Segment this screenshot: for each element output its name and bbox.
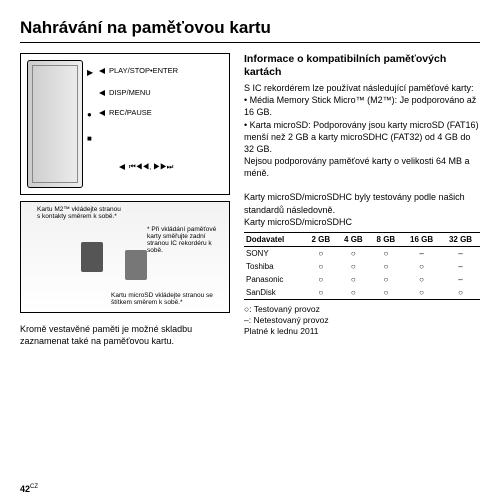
label-play-stop: PLAY/STOP•ENTER: [109, 66, 178, 75]
no-support-text: Nejsou podporovány paměťové karty o veli…: [244, 156, 470, 178]
table-row: Toshiba○○○○–: [244, 260, 480, 273]
pointer-icon: [99, 68, 105, 74]
table-cell: SanDisk: [244, 286, 305, 300]
table-row: SONY○○○––: [244, 246, 480, 260]
legend-tested: ○: Testovaný provoz: [244, 304, 320, 314]
table-cell: ○: [370, 246, 403, 260]
label-seek: ⏮◀◀, ▶▶⏭: [129, 162, 173, 172]
legend-date: Platné k lednu 2011: [244, 326, 319, 336]
table-cell: ○: [370, 260, 403, 273]
table-cell: ○: [370, 273, 403, 286]
table-row: SanDisk○○○○○: [244, 286, 480, 300]
title-rule: [20, 42, 480, 43]
table-header: Dodavatel: [244, 232, 305, 246]
button-diagram: ▶ PLAY/STOP•ENTER DISP/MENU ● REC/PAUSE …: [20, 53, 230, 195]
bullet-2: Karta microSD: Podporovány jsou karty mi…: [244, 120, 479, 154]
table-cell: SONY: [244, 246, 305, 260]
table-row: Panasonic○○○○–: [244, 273, 480, 286]
table-cell: ○: [402, 260, 441, 273]
bullet-1: Média Memory Stick Micro™ (M2™): Je podp…: [244, 95, 476, 117]
table-cell: ○: [305, 273, 338, 286]
table-cell: ○: [337, 273, 370, 286]
callout-m2: Kartu M2™ vkládejte stranou s kontakty s…: [37, 206, 122, 220]
table-header: 4 GB: [337, 232, 370, 246]
table-cell: ○: [402, 286, 441, 300]
table-cell: Panasonic: [244, 273, 305, 286]
table-header: 32 GB: [441, 232, 480, 246]
table-cell: ○: [370, 286, 403, 300]
pointer-icon: [99, 110, 105, 116]
stop-symbol: ■: [87, 134, 92, 143]
page-title: Nahrávání na paměťovou kartu: [20, 18, 480, 38]
table-header: 8 GB: [370, 232, 403, 246]
table-cell: ○: [305, 286, 338, 300]
table-header: 16 GB: [402, 232, 441, 246]
callout-microsd: Kartu microSD vkládejte stranou se štítk…: [111, 292, 226, 306]
label-disp-menu: DISP/MENU: [109, 88, 151, 97]
table-cell: –: [441, 260, 480, 273]
table-cell: –: [402, 246, 441, 260]
tested-text-2: Karty microSD/microSDHC: [244, 217, 352, 227]
device-outline: [27, 60, 83, 188]
table-cell: Toshiba: [244, 260, 305, 273]
pointer-icon: [99, 90, 105, 96]
tested-text-1: Karty microSD/microSDHC byly testovány p…: [244, 192, 465, 214]
compatibility-table: Dodavatel2 GB4 GB8 GB16 GB32 GB SONY○○○–…: [244, 232, 480, 300]
table-cell: ○: [305, 246, 338, 260]
callout-note: * Při vkládání paměťové karty směřujte z…: [147, 226, 225, 255]
table-cell: ○: [441, 286, 480, 300]
rec-symbol: ●: [87, 110, 92, 119]
table-header: 2 GB: [305, 232, 338, 246]
microsd-card-icon: [125, 250, 147, 280]
intro-text: S IC rekordérem lze používat následující…: [244, 83, 473, 93]
page-number: 42CZ: [20, 484, 38, 494]
table-cell: ○: [337, 246, 370, 260]
table-cell: ○: [402, 273, 441, 286]
table-cell: –: [441, 246, 480, 260]
m2-card-icon: [81, 242, 103, 272]
table-cell: –: [441, 273, 480, 286]
left-paragraph: Kromě vestavěné paměti je možné skladbu …: [20, 323, 230, 347]
label-rec-pause: REC/PAUSE: [109, 108, 152, 117]
card-diagram: Kartu M2™ vkládejte stranou s kontakty s…: [20, 201, 230, 313]
table-cell: ○: [305, 260, 338, 273]
play-symbol: ▶: [87, 68, 93, 77]
section-subhead: Informace o kompatibilních paměťových ka…: [244, 53, 480, 78]
table-cell: ○: [337, 260, 370, 273]
legend-untested: –: Netestovaný provoz: [244, 315, 329, 325]
table-cell: ○: [337, 286, 370, 300]
pointer-icon: [119, 164, 125, 170]
